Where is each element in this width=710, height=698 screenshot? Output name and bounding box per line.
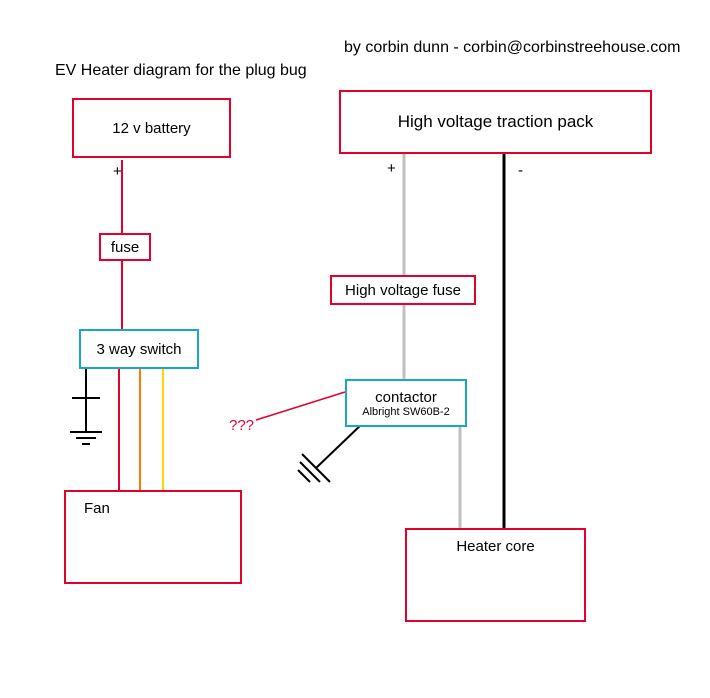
heatercore-label: Heater core: [456, 538, 534, 555]
switch-label: 3 way switch: [96, 341, 181, 358]
ground-symbol-right: [298, 454, 330, 482]
fan-box: Fan: [64, 490, 242, 584]
hvpack-box: High voltage traction pack: [339, 90, 652, 154]
plus-hv: +: [387, 160, 396, 177]
contactor-box: contactor Albright SW60B-2: [345, 379, 467, 427]
heatercore-box: Heater core: [405, 528, 586, 622]
minus-hv: -: [518, 162, 523, 179]
contactor-label: contactor: [375, 389, 437, 406]
wire-contactor-ground: [316, 423, 363, 468]
battery-box: 12 v battery: [72, 98, 231, 158]
battery-label: 12 v battery: [112, 120, 190, 137]
fuse-box: fuse: [99, 233, 151, 261]
ground-symbol-left: [70, 432, 102, 444]
contactor-sublabel: Albright SW60B-2: [362, 406, 449, 418]
plus-battery: +: [113, 163, 122, 180]
diagram-title: EV Heater diagram for the plug bug: [55, 62, 307, 80]
switch-box: 3 way switch: [79, 329, 199, 369]
wire-question-contactor: [256, 392, 345, 420]
question-marks: ???: [229, 417, 254, 434]
fuse-label: fuse: [111, 239, 139, 256]
hvfuse-box: High voltage fuse: [330, 275, 476, 305]
fan-label: Fan: [84, 500, 110, 517]
hvfuse-label: High voltage fuse: [345, 282, 461, 299]
author-line: by corbin dunn - corbin@corbinstreehouse…: [344, 39, 680, 57]
hvpack-label: High voltage traction pack: [398, 112, 594, 132]
